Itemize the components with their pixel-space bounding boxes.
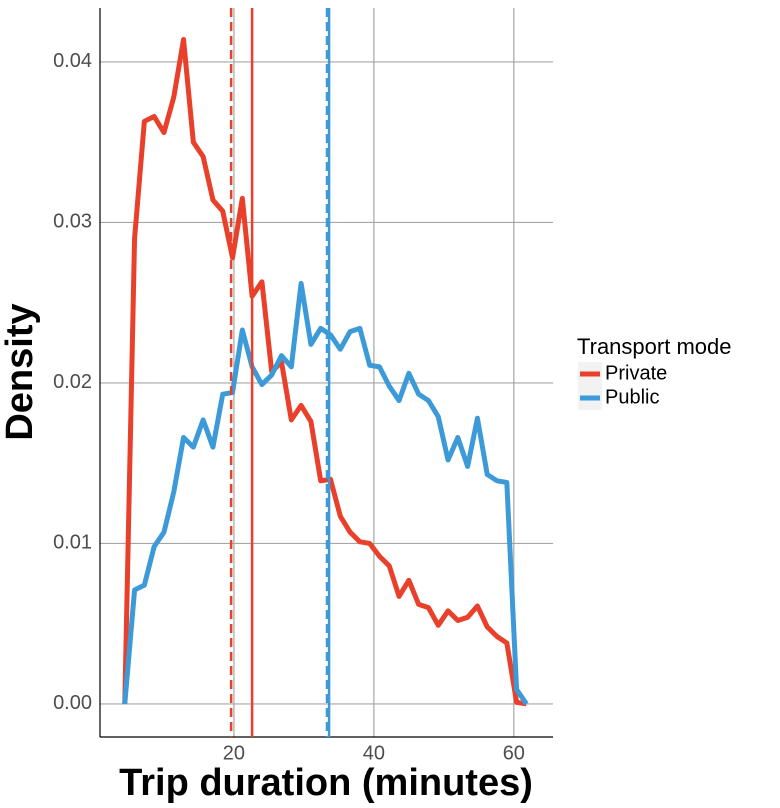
legend-label: Private	[605, 362, 667, 384]
y-tick-label: 0.00	[53, 692, 92, 714]
x-tick-label: 60	[503, 742, 525, 764]
y-tick-label: 0.03	[53, 211, 92, 233]
x-axis-title: Trip duration (minutes)	[119, 762, 533, 804]
legend-title: Transport mode	[577, 334, 731, 359]
y-tick-label: 0.04	[53, 50, 92, 72]
y-axis-title: Density	[0, 303, 41, 440]
legend-label: Public	[605, 386, 659, 408]
x-tick-label: 40	[363, 742, 385, 764]
y-tick-label: 0.01	[53, 532, 92, 554]
y-tick-label: 0.02	[53, 371, 92, 393]
x-tick-label: 20	[223, 742, 245, 764]
density-line	[122, 36, 527, 707]
density-line	[122, 280, 529, 706]
